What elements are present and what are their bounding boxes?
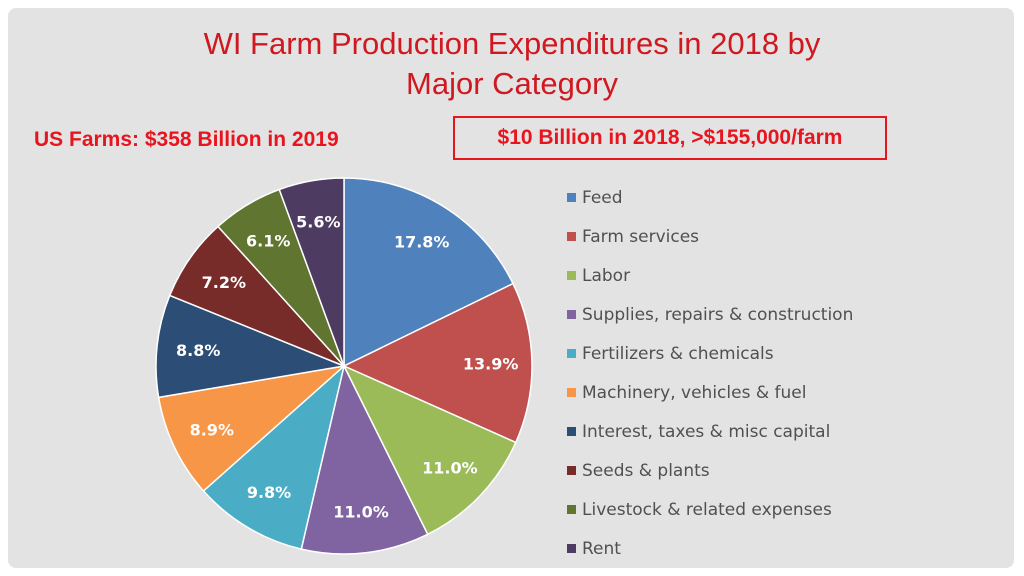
legend-swatch bbox=[567, 388, 576, 397]
pie-data-label: 11.0% bbox=[333, 503, 389, 522]
legend-item-fertilizers: Fertilizers & chemicals bbox=[567, 334, 853, 373]
legend-label: Interest, taxes & misc capital bbox=[582, 421, 831, 442]
legend-label: Livestock & related expenses bbox=[582, 499, 832, 520]
legend-item-labor: Labor bbox=[567, 256, 853, 295]
legend-item-interest: Interest, taxes & misc capital bbox=[567, 412, 853, 451]
pie-slice-labor bbox=[342, 364, 517, 536]
legend-swatch bbox=[567, 232, 576, 241]
legend-label: Seeds & plants bbox=[582, 460, 710, 481]
pie-data-label: 5.6% bbox=[296, 213, 340, 232]
legend-label: Farm services bbox=[582, 226, 700, 247]
title-line-2: Major Category bbox=[406, 66, 618, 101]
legend-item-livestock: Livestock & related expenses bbox=[567, 490, 853, 529]
pie-data-label: 7.2% bbox=[202, 273, 246, 292]
pie-slices bbox=[155, 177, 533, 555]
pie-data-label: 8.9% bbox=[190, 420, 234, 439]
pie-data-label: 9.8% bbox=[247, 483, 291, 502]
legend-item-seeds: Seeds & plants bbox=[567, 451, 853, 490]
legend-item-machinery: Machinery, vehicles & fuel bbox=[567, 373, 853, 412]
legend-label: Feed bbox=[582, 187, 623, 208]
chart-title: WI Farm Production Expenditures in 2018 … bbox=[0, 24, 1024, 104]
pie-data-label: 13.9% bbox=[463, 354, 519, 373]
legend-label: Machinery, vehicles & fuel bbox=[582, 382, 807, 403]
legend-swatch bbox=[567, 505, 576, 514]
pie-slice-fertilizers-chemicals bbox=[202, 363, 346, 550]
pie-slice-rent bbox=[278, 177, 345, 367]
legend-swatch bbox=[567, 271, 576, 280]
title-line-1: WI Farm Production Expenditures in 2018 … bbox=[203, 26, 821, 61]
legend-label: Fertilizers & chemicals bbox=[582, 343, 774, 364]
pie-data-label: 6.1% bbox=[246, 231, 290, 250]
legend-label: Labor bbox=[582, 265, 631, 286]
legend: Feed Farm services Labor Supplies, repai… bbox=[567, 178, 853, 568]
wi-total-callout: $10 Billion in 2018, >$155,000/farm bbox=[453, 116, 887, 160]
pie-data-label: 17.8% bbox=[394, 233, 450, 252]
pie-data-label: 8.8% bbox=[176, 341, 220, 360]
pie-slice-machinery-vehicles-fuel bbox=[157, 364, 347, 492]
us-farms-note: US Farms: $358 Billion in 2019 bbox=[34, 128, 339, 151]
pie-labels: 17.8% 13.9% 11.0% 11.0% 9.8% 8.9% 8.8% 7.2% 6.1%… bbox=[176, 213, 518, 522]
legend-swatch bbox=[567, 349, 576, 358]
legend-swatch bbox=[567, 193, 576, 202]
pie-slice-interest-taxes-misc-capital bbox=[155, 294, 347, 399]
legend-swatch bbox=[567, 427, 576, 436]
legend-label: Supplies, repairs & construction bbox=[582, 304, 854, 325]
legend-label: Rent bbox=[582, 538, 621, 559]
pie-slice-supplies-repairs-construction bbox=[300, 363, 429, 555]
legend-item-feed: Feed bbox=[567, 178, 853, 217]
legend-swatch bbox=[567, 310, 576, 319]
legend-item-farm-services: Farm services bbox=[567, 217, 853, 256]
legend-item-supplies: Supplies, repairs & construction bbox=[567, 295, 853, 334]
legend-swatch bbox=[567, 466, 576, 475]
pie-slice-feed bbox=[343, 177, 514, 368]
legend-item-rent: Rent bbox=[567, 529, 853, 568]
pie-data-label: 11.0% bbox=[422, 458, 478, 477]
pie-slice-farm-services bbox=[342, 282, 533, 444]
legend-swatch bbox=[567, 544, 576, 553]
